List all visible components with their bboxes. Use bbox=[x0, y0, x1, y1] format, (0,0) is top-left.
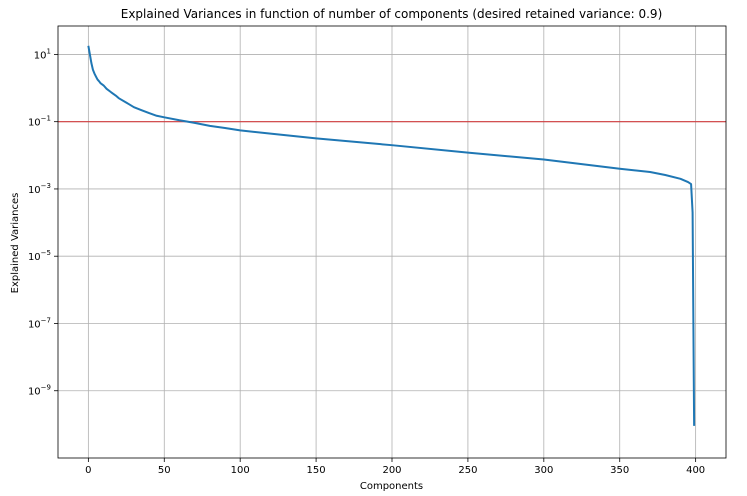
x-tick-label: 150 bbox=[307, 465, 326, 476]
y-tick-label: 10−5 bbox=[28, 249, 51, 263]
x-tick-label: 350 bbox=[610, 465, 629, 476]
explained-variance-line bbox=[87, 45, 696, 426]
x-tick-label: 300 bbox=[534, 465, 553, 476]
x-tick-label: 200 bbox=[382, 465, 401, 476]
x-axis-label: Components bbox=[360, 481, 423, 492]
x-tick-label: 250 bbox=[458, 465, 477, 476]
x-tick-label: 50 bbox=[158, 465, 171, 476]
y-tick-label: 10−7 bbox=[28, 316, 51, 330]
y-axis-ticks: 101 10−1 10−3 10−5 10−7 10−9 bbox=[28, 47, 58, 398]
chart-title: Explained Variances in function of numbe… bbox=[121, 7, 663, 21]
y-tick-label: 101 bbox=[34, 47, 51, 61]
x-tick-label: 0 bbox=[85, 465, 91, 476]
y-tick-label: 10−3 bbox=[28, 182, 51, 196]
y-tick-label: 10−1 bbox=[28, 115, 51, 129]
x-tick-label: 100 bbox=[231, 465, 250, 476]
x-axis-ticks: 0 50 100 150 200 250 300 350 400 bbox=[85, 458, 705, 476]
y-tick-label: 10−9 bbox=[28, 384, 51, 398]
series-lines bbox=[87, 45, 696, 426]
y-axis-label: Explained Variances bbox=[10, 193, 21, 294]
x-tick-label: 400 bbox=[686, 465, 705, 476]
grid-lines bbox=[58, 26, 726, 458]
